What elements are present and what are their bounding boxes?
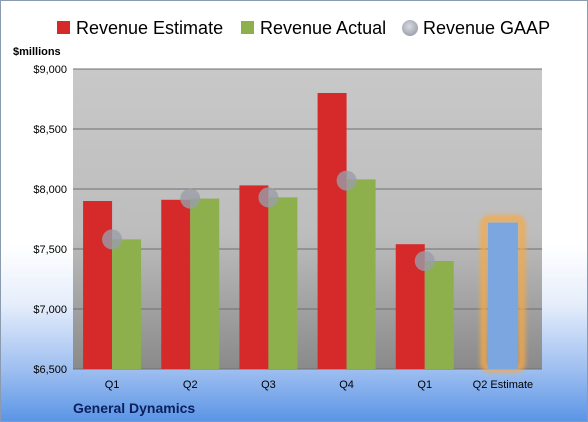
- bars: [83, 93, 526, 373]
- x-tick-label: Q4: [339, 379, 354, 391]
- y-tick-label: $9,000: [33, 64, 67, 76]
- x-tick-label: Q1: [417, 379, 432, 391]
- company-name: General Dynamics: [73, 400, 195, 416]
- y-tick-label: $8,500: [33, 124, 67, 136]
- legend-swatch-actual: [241, 21, 254, 34]
- x-tick-label: Q1: [105, 379, 120, 391]
- point-revenue-gaap: [180, 188, 201, 209]
- bar-revenue-actual: [346, 179, 376, 369]
- bar-revenue-estimate: [317, 93, 347, 369]
- point-revenue-gaap: [102, 229, 123, 250]
- legend-label-actual: Revenue Actual: [260, 18, 386, 38]
- y-tick-label: $6,500: [33, 364, 67, 376]
- bar-revenue-actual: [190, 198, 220, 369]
- bar-revenue-estimate: [83, 201, 113, 369]
- bar-revenue-estimate: [161, 199, 191, 369]
- legend: Revenue Estimate Revenue Actual Revenue …: [57, 18, 550, 38]
- x-tick-label: Q3: [261, 379, 276, 391]
- bar-q2-estimate: [487, 222, 518, 369]
- bar-revenue-actual: [268, 197, 298, 369]
- legend-label-estimate: Revenue Estimate: [76, 18, 223, 38]
- point-revenue-gaap: [414, 251, 435, 271]
- bar-revenue-estimate: [239, 185, 269, 369]
- point-revenue-gaap: [258, 187, 279, 208]
- y-tick-label: $7,000: [33, 304, 67, 316]
- legend-swatch-estimate: [57, 21, 70, 34]
- y-axis-ticks: $6,500 $7,000 $7,500 $8,000 $8,500 $9,000: [33, 64, 67, 376]
- bar-revenue-actual: [424, 261, 454, 369]
- x-tick-label: Q2: [183, 379, 198, 391]
- y-tick-label: $7,500: [33, 244, 67, 256]
- legend-label-gaap: Revenue GAAP: [423, 18, 550, 38]
- gridlines: [73, 68, 542, 370]
- y-axis-unit-label: $millions: [13, 46, 61, 58]
- gaap-points: [102, 170, 435, 271]
- bar-revenue-actual: [112, 239, 142, 369]
- x-tick-label: Q2 Estimate: [473, 379, 534, 391]
- plot-area: [73, 69, 542, 369]
- legend-swatch-gaap: [402, 20, 418, 36]
- x-axis-ticks: Q1 Q2 Q3 Q4 Q1 Q2 Estimate: [105, 379, 533, 391]
- point-revenue-gaap: [336, 170, 357, 191]
- y-tick-label: $8,000: [33, 184, 67, 196]
